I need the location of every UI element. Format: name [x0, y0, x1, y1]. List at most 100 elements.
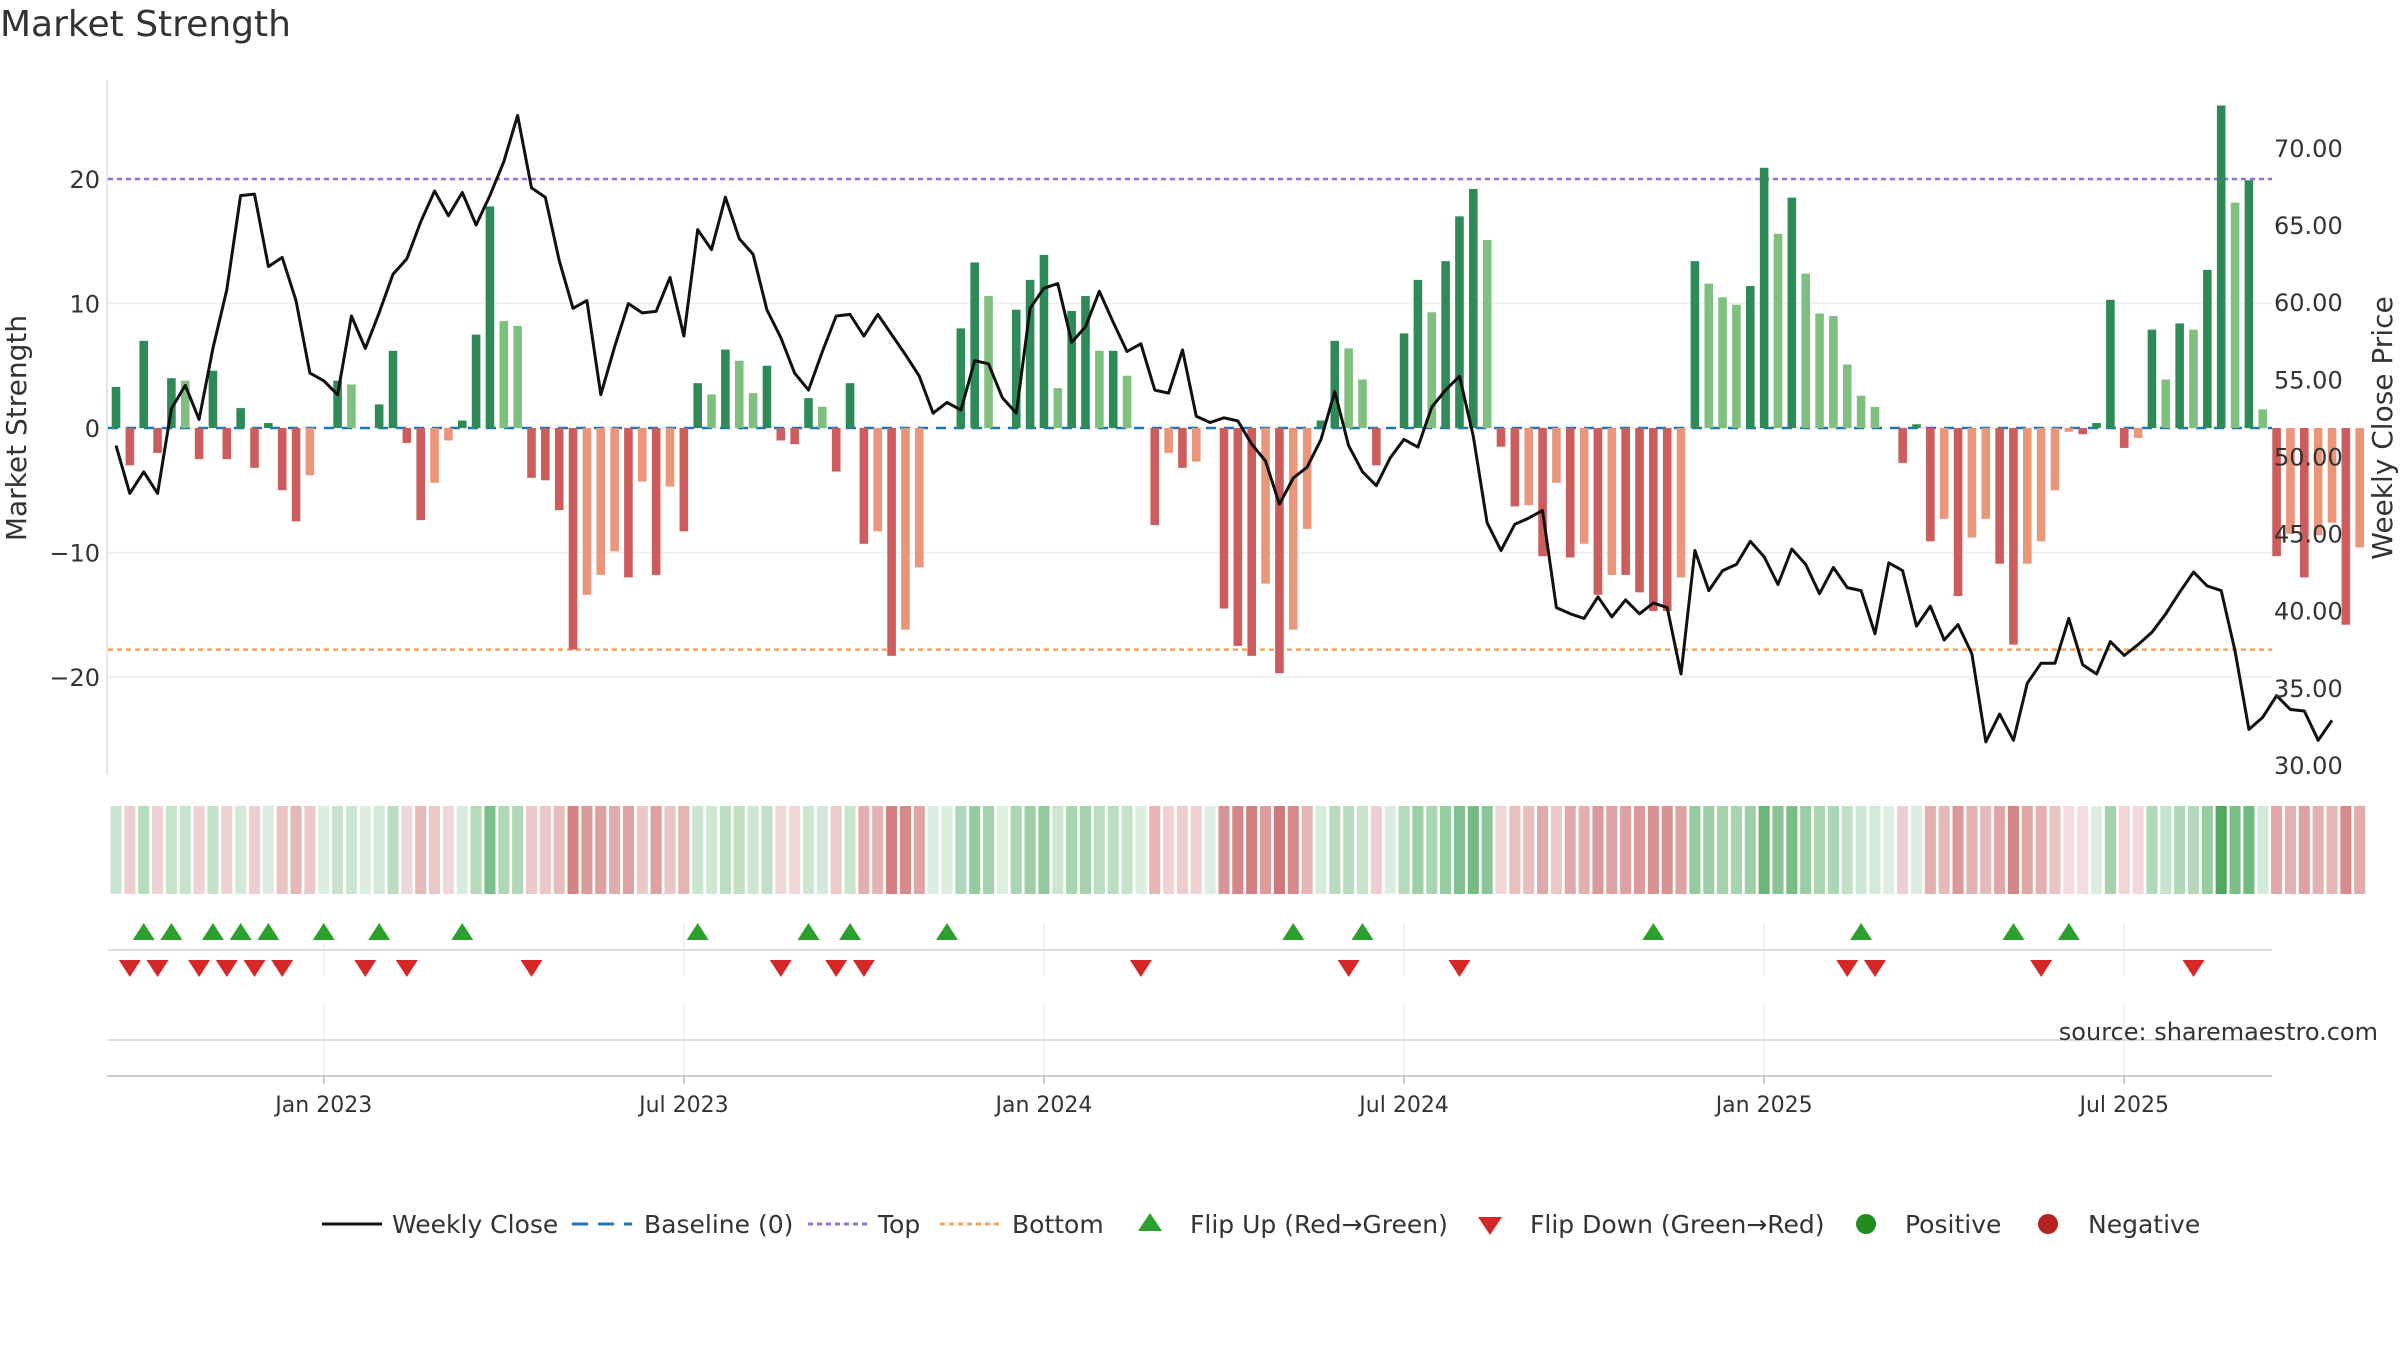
- heat-cell: [816, 806, 828, 894]
- heat-cell: [1717, 806, 1729, 894]
- heat-cell: [525, 806, 538, 894]
- heat-cell: [1204, 806, 1216, 894]
- heat-cell: [567, 806, 579, 894]
- y-tick-label: 10: [69, 291, 100, 319]
- strength-bar: [167, 378, 176, 428]
- strength-bar: [1981, 428, 1991, 519]
- heat-cell: [719, 806, 731, 894]
- heat-cell: [1370, 806, 1382, 894]
- heat-cell: [2021, 806, 2033, 894]
- heat-cell: [1343, 806, 1355, 894]
- strength-bar: [1704, 283, 1714, 428]
- strength-bar: [305, 428, 315, 476]
- strength-bar: [638, 428, 647, 482]
- flip-up-marker: [312, 923, 335, 940]
- legend-swatch: [1138, 1213, 1162, 1231]
- heat-cell: [983, 806, 995, 894]
- heat-cell: [2035, 806, 2047, 894]
- strength-bar: [707, 394, 716, 428]
- strength-bar: [1912, 424, 1921, 428]
- strength-bar: [1995, 428, 2004, 564]
- y2-tick-label: 65.00: [2274, 212, 2343, 240]
- heat-cell: [1190, 806, 1202, 894]
- y2-tick-label: 50.00: [2274, 443, 2343, 471]
- flip-down-marker: [1836, 960, 1859, 977]
- strength-bar: [1302, 428, 1312, 529]
- strength-bar: [2327, 428, 2337, 523]
- flip-down-marker: [146, 960, 169, 977]
- strength-bar: [762, 365, 772, 428]
- strength-bar: [887, 428, 896, 656]
- heat-cell: [1315, 806, 1327, 894]
- y2-tick-label: 35.00: [2274, 675, 2343, 703]
- flip-down-marker: [520, 960, 543, 977]
- axes: −20 −10 0 10 20 30.00 35.00 40.00 45.00 50.00 55.0…: [49, 80, 2343, 780]
- flip-up-marker: [936, 923, 958, 940]
- strength-bar: [1039, 254, 1049, 428]
- strength-bar: [1953, 428, 1963, 597]
- strength-bar: [1746, 286, 1755, 428]
- threshold-lines: [108, 177, 2272, 651]
- heat-cell: [387, 806, 399, 894]
- heat-cell: [1218, 806, 1230, 894]
- strength-bar: [845, 383, 855, 428]
- heat-cell: [1758, 806, 1770, 894]
- flip-up-marker: [368, 923, 391, 940]
- heat-cell: [539, 806, 551, 894]
- heat-cell: [1869, 806, 1881, 894]
- flip-up-marker: [1282, 923, 1305, 940]
- x-tick-label: Jan 2024: [993, 1093, 1092, 1118]
- flip-down-marker: [1448, 960, 1471, 977]
- strength-bar: [139, 340, 148, 428]
- strength-bar: [2023, 428, 2032, 564]
- heat-cell: [415, 806, 427, 894]
- strength-bar: [1344, 348, 1353, 428]
- strength-bar: [1372, 428, 1381, 466]
- heat-cell: [1689, 806, 1701, 894]
- heat-cell: [2326, 806, 2338, 894]
- heat-cell: [872, 806, 884, 894]
- y2-tick-label: 30.00: [2274, 752, 2343, 780]
- heat-cell: [692, 806, 704, 894]
- strength-bar: [2189, 329, 2198, 428]
- strength-bar: [693, 383, 702, 428]
- flip-up-marker: [132, 923, 155, 940]
- heat-cell: [498, 806, 510, 894]
- heat-cell: [429, 806, 441, 894]
- heat-cell: [858, 806, 870, 894]
- heat-cell: [152, 806, 164, 894]
- x-axis: Jan 2023 Jul 2023 Jan 2024 Jul 2024 Jan 2025…: [107, 1039, 2272, 1118]
- heat-cell: [2077, 806, 2089, 894]
- heat-cell: [1176, 806, 1188, 894]
- strength-bar: [2300, 428, 2309, 578]
- heat-cell: [969, 806, 981, 894]
- heat-cell: [1246, 806, 1258, 894]
- strength-bar: [734, 360, 744, 428]
- heat-cell: [2132, 806, 2144, 894]
- strength-bar: [610, 428, 619, 552]
- flip-down-marker: [354, 960, 377, 977]
- heat-cell: [124, 806, 136, 894]
- strength-bar: [554, 428, 564, 511]
- heat-cell: [844, 806, 856, 894]
- heat-cell: [248, 806, 261, 894]
- heat-cell: [1384, 806, 1396, 894]
- heat-cell: [2215, 806, 2227, 894]
- legend: Weekly Close Baseline (0) Top Bottom Flip Up…: [322, 1210, 2200, 1239]
- strength-bar: [790, 428, 799, 445]
- flip-up-marker: [257, 923, 280, 940]
- x-tick-label: Jan 2025: [1714, 1093, 1813, 1118]
- strength-bar: [1469, 188, 1478, 428]
- heat-cell: [1744, 806, 1756, 894]
- strength-bar: [2106, 299, 2115, 428]
- strength-bar: [277, 428, 287, 491]
- source-credit: source: sharemaestro.com: [2059, 1018, 2378, 1046]
- strength-bar: [2341, 428, 2351, 625]
- y-axis-label: Market Strength: [0, 315, 33, 541]
- legend-item-flip-up: Flip Up (Red→Green): [1138, 1210, 1448, 1239]
- heat-cell: [193, 806, 205, 894]
- strength-bar: [347, 384, 356, 428]
- legend-item-positive: Positive: [1856, 1210, 2001, 1239]
- flip-up-marker: [1351, 923, 1374, 940]
- heat-cell: [1356, 806, 1369, 894]
